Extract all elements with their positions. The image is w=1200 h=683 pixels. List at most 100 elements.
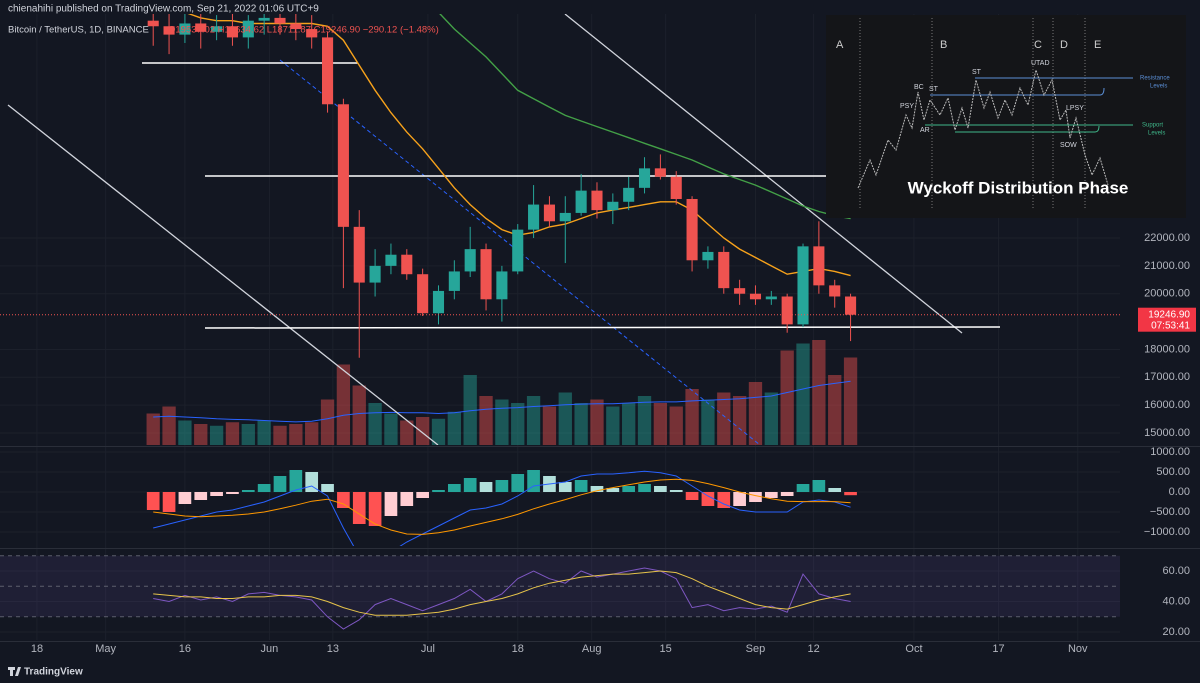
event-label: UTAD	[1031, 60, 1050, 67]
rsi-ma-line	[153, 570, 851, 616]
candle-body	[718, 251, 730, 289]
macd-histogram-bar	[368, 492, 382, 526]
signal-line	[153, 478, 851, 535]
candle-body	[147, 20, 159, 27]
macd-histogram-bar	[337, 492, 350, 508]
x-tick-label: 18	[512, 643, 524, 655]
rsi-layer	[0, 555, 1120, 630]
x-tick-label: 12	[807, 643, 819, 655]
volume-bar	[606, 406, 620, 445]
macd-histogram-bar	[733, 492, 746, 506]
y-tick-label: 17000.00	[1144, 371, 1190, 383]
candle-body	[575, 190, 587, 213]
candle-body	[845, 296, 857, 315]
macd-histogram-bar	[448, 484, 461, 492]
publisher-line: chienahihi published on TradingView.com,…	[8, 4, 319, 15]
candle-body	[734, 288, 746, 294]
x-tick-label: 18	[31, 643, 43, 655]
macd-histogram-bar	[352, 492, 366, 524]
candle-body	[781, 296, 793, 325]
y-tick-label: 21000.00	[1144, 260, 1190, 272]
macd-histogram-bar	[162, 492, 176, 512]
y-tick-label: 1000.00	[1150, 446, 1190, 458]
x-tick-label: Sep	[746, 643, 766, 655]
drawings	[7, 14, 1001, 445]
phase-label: B	[940, 39, 947, 51]
event-label: ST	[972, 69, 982, 76]
macd-layer	[146, 470, 857, 546]
macd-histogram-bar	[384, 492, 398, 516]
volume-bar	[669, 406, 683, 445]
macd-histogram-bar	[701, 492, 715, 506]
candle-body	[702, 251, 714, 261]
macd-histogram-bar	[479, 482, 493, 492]
y-tick-label: 60.00	[1162, 565, 1190, 577]
axis-layer: 18 May 16 Jun 13 Jul 18 Aug 15 Sep 12 Oct 17 Nov 22000…	[31, 232, 1196, 655]
logo-slash	[15, 667, 21, 676]
x-tick-label: 16	[179, 643, 191, 655]
volume-bar	[336, 364, 351, 445]
volume-bar	[209, 425, 224, 445]
candle-body	[464, 249, 476, 272]
volume-bar	[542, 406, 557, 445]
x-tick-label: 15	[660, 643, 672, 655]
y-tick-label: −1000.00	[1144, 526, 1190, 538]
macd-histogram-bar	[400, 492, 414, 506]
macd-histogram-bar	[812, 480, 826, 492]
volume-bar	[479, 396, 493, 445]
volume-bar	[511, 403, 525, 445]
phase-label: A	[836, 39, 844, 51]
candle-body	[337, 104, 349, 227]
trend-line	[7, 104, 439, 445]
macd-histogram-bar	[210, 492, 223, 496]
event-label: ST	[929, 86, 939, 93]
volume-bar	[764, 392, 778, 445]
macd-histogram-bar	[574, 480, 588, 492]
volume-bar	[352, 385, 366, 445]
candle-body	[417, 274, 429, 314]
volume-bar	[637, 396, 652, 445]
macd-histogram-bar	[638, 484, 651, 492]
candle-body	[829, 285, 841, 297]
candle-body	[797, 246, 809, 325]
candle-body	[559, 212, 571, 222]
macd-histogram-bar	[717, 492, 731, 508]
candle-body	[274, 17, 286, 24]
macd-histogram-bar	[622, 486, 636, 492]
trend-line	[564, 14, 963, 334]
candle-body	[749, 293, 762, 300]
support-label: Support	[1142, 123, 1163, 129]
phase-label: D	[1060, 39, 1068, 51]
macd-histogram-bar	[685, 492, 699, 500]
candle-body	[543, 204, 555, 222]
wyckoff-inset: A B C D E PSY BC ST AR ST UTAD LPSY SOW …	[826, 15, 1186, 218]
candle-body	[163, 26, 175, 35]
dashed-trend-line	[279, 59, 761, 445]
event-label: AR	[920, 127, 930, 134]
inset-background	[826, 15, 1186, 218]
phase-label: C	[1034, 39, 1042, 51]
volume-bar	[526, 396, 541, 445]
last-price-label: 19246.90	[1148, 309, 1190, 320]
volume-bar	[717, 392, 731, 445]
volume-bar	[431, 418, 446, 445]
candle-body	[638, 168, 651, 188]
volume-bar	[162, 406, 176, 445]
ohlc-legend: O19537.02 H19634.62 L18711.87 C19246.90 …	[168, 25, 439, 36]
support-levels	[925, 124, 1133, 133]
rsi-line	[153, 567, 851, 630]
candle-body	[670, 176, 682, 199]
y-tick-label: 22000.00	[1144, 232, 1190, 244]
candle-body	[623, 187, 635, 202]
candle-body	[242, 20, 254, 38]
event-label: BC	[914, 84, 924, 91]
logo-stem	[10, 667, 13, 676]
macd-histogram-bar	[463, 478, 477, 492]
volume-bar	[273, 425, 287, 445]
macd-histogram-bar	[606, 488, 620, 492]
volume-bar	[685, 389, 699, 445]
y-tick-label: 15000.00	[1144, 427, 1190, 439]
y-tick-label: 0.00	[1169, 486, 1190, 498]
volume-ma-line	[153, 380, 851, 423]
volume-bar	[178, 420, 192, 445]
